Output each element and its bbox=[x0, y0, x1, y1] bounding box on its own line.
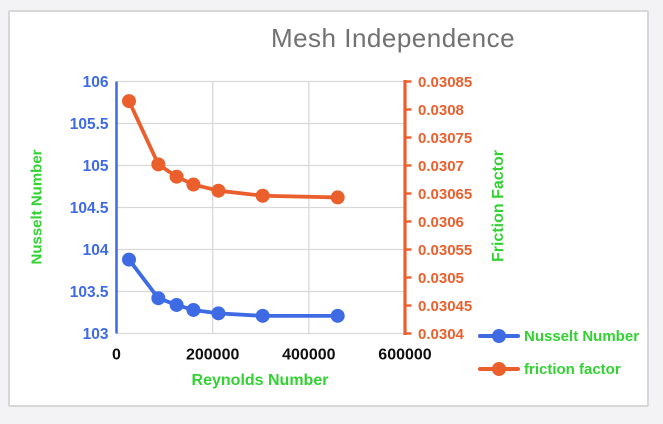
right-tick-label: 0.0307 bbox=[418, 158, 464, 175]
data-point-left bbox=[186, 302, 201, 317]
x-tick-label: 0 bbox=[112, 347, 121, 364]
data-point-left bbox=[122, 252, 137, 267]
series-line-left bbox=[127, 257, 340, 318]
data-point-right bbox=[186, 177, 201, 192]
chart-title: Mesh Independence bbox=[270, 23, 516, 53]
x-tick-label: 200000 bbox=[186, 347, 239, 364]
data-point-right bbox=[330, 190, 345, 205]
legend-line-dot-marker-orange bbox=[478, 358, 520, 380]
data-point-left bbox=[255, 308, 270, 323]
left-tick-label: 103 bbox=[83, 326, 109, 343]
data-point-right bbox=[151, 157, 166, 172]
left-axis-title: Nusselt Number bbox=[28, 149, 46, 265]
legend-item-friction-factor: friction factor bbox=[478, 358, 639, 380]
left-tick-label: 104.5 bbox=[70, 200, 109, 217]
chart-card bbox=[8, 10, 649, 407]
left-tick-label: 106 bbox=[83, 74, 109, 91]
data-point-right bbox=[211, 183, 226, 198]
data-point-right bbox=[122, 94, 137, 109]
x-tick-label: 400000 bbox=[282, 347, 335, 364]
right-tick-label: 0.0306 bbox=[418, 214, 464, 231]
data-point-left bbox=[169, 297, 184, 312]
right-tick-label: 0.03065 bbox=[418, 186, 472, 203]
left-tick-label: 105 bbox=[83, 158, 109, 175]
data-point-right bbox=[169, 169, 184, 184]
right-tick-label: 0.03045 bbox=[418, 298, 472, 315]
data-point-left bbox=[151, 291, 166, 306]
legend-item-nusselt-number: Nusselt Number bbox=[478, 325, 639, 347]
data-point-left bbox=[330, 308, 345, 323]
legend: Nusselt Number friction factor bbox=[478, 325, 639, 380]
right-tick-label: 0.03085 bbox=[418, 74, 472, 91]
right-tick-label: 0.03055 bbox=[418, 242, 472, 259]
legend-line-dot-marker-blue bbox=[478, 325, 520, 347]
legend-dot-icon bbox=[492, 329, 506, 343]
right-tick-label: 0.0305 bbox=[418, 270, 464, 287]
legend-label-friction-factor: friction factor bbox=[524, 360, 621, 378]
left-tick-label: 105.5 bbox=[70, 116, 109, 133]
left-tick-label: 103.5 bbox=[70, 284, 109, 301]
data-point-left bbox=[211, 306, 226, 321]
series-line-right bbox=[127, 99, 340, 200]
legend-dot-icon bbox=[492, 362, 506, 376]
x-tick-label: 600000 bbox=[378, 347, 431, 364]
left-tick-label: 104 bbox=[83, 242, 109, 259]
x-axis-title: Reynolds Number bbox=[191, 372, 329, 389]
legend-label-nusselt-number: Nusselt Number bbox=[524, 327, 640, 345]
right-tick-label: 0.0308 bbox=[418, 102, 464, 119]
right-tick-label: 0.03075 bbox=[418, 130, 472, 147]
data-point-right bbox=[255, 188, 270, 203]
right-tick-label: 0.0304 bbox=[418, 326, 465, 343]
right-axis-title: Friction Factor bbox=[490, 149, 507, 263]
